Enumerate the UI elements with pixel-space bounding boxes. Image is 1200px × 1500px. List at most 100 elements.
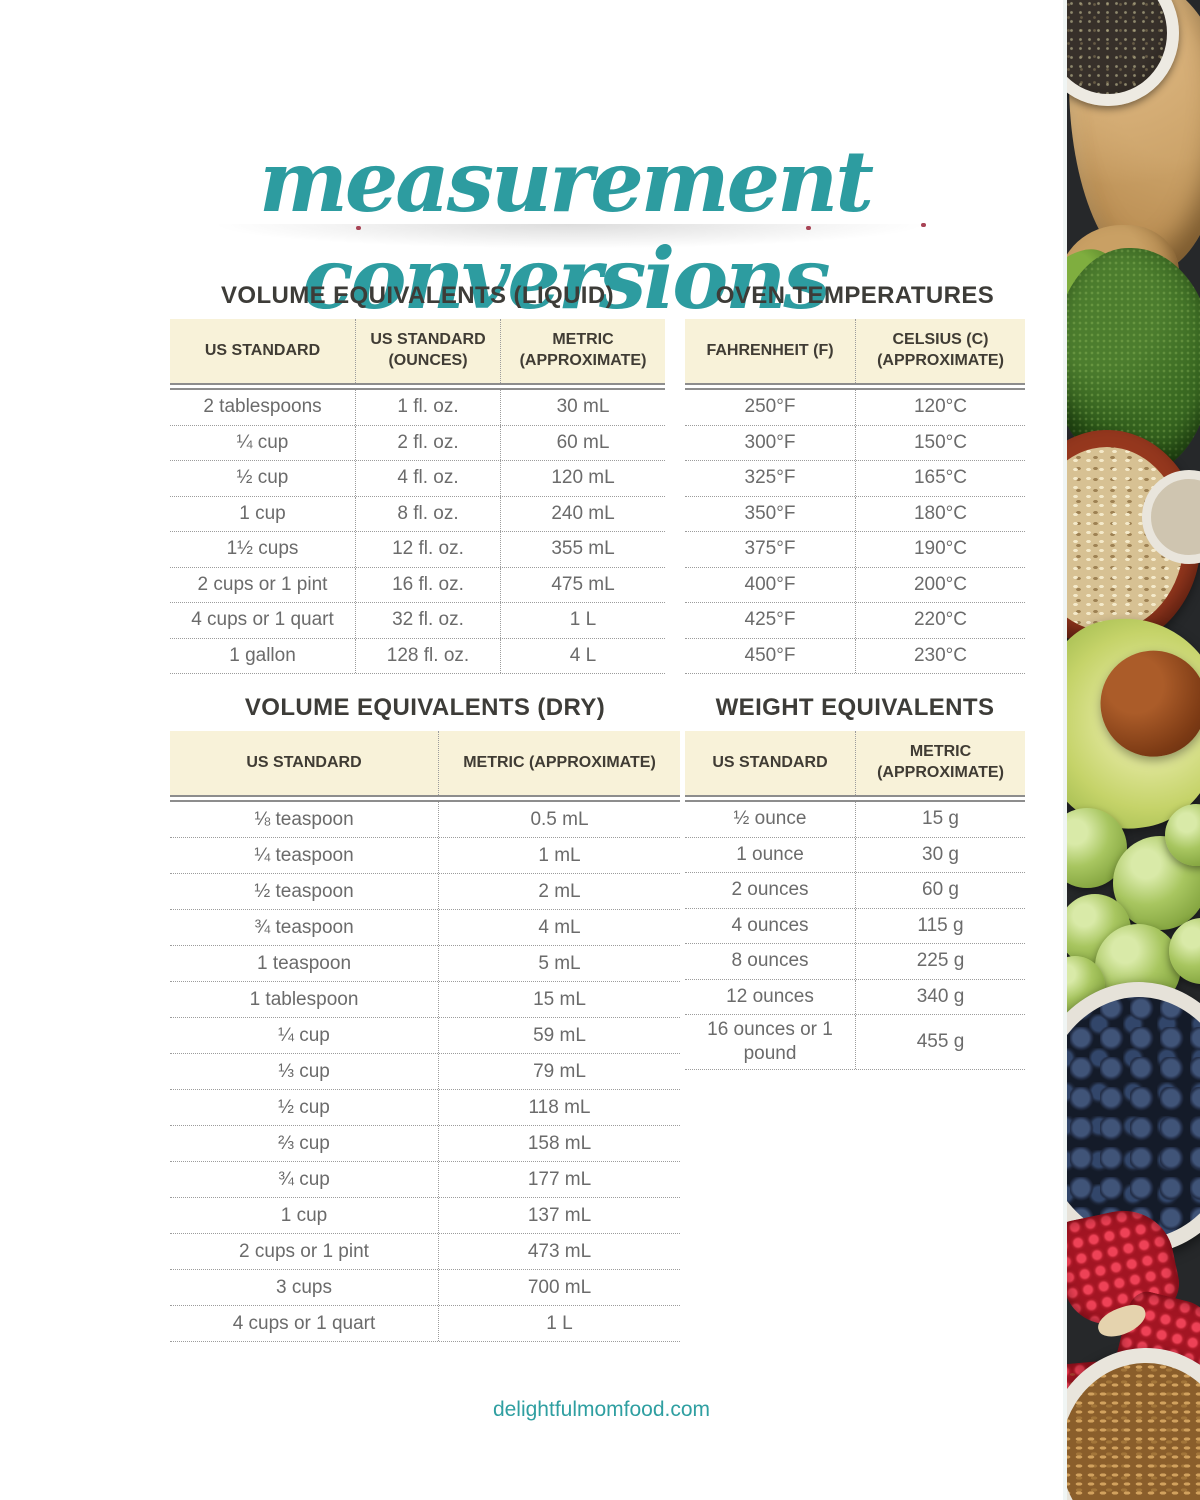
fahrenheit-cell: 300°F [744, 431, 796, 453]
table-row: 2 cups or 1 pint 473 mL [170, 1234, 680, 1270]
fahrenheit-cell: 450°F [744, 644, 796, 666]
column-header: FAHRENHEIT (F) [706, 341, 834, 359]
metric-cell: 177 mL [438, 1162, 680, 1197]
red-speck [356, 226, 361, 230]
table-row: 1½ cups 12 fl. oz. 355 mL [170, 532, 665, 568]
us-standard-cell: ½ cup [236, 467, 289, 489]
table-row: ½ cup 4 fl. oz. 120 mL [170, 461, 665, 497]
us-standard-cell: ⅓ cup [278, 1060, 330, 1082]
table-row: 375°F 190°C [685, 532, 1025, 568]
metric-cell: 355 mL [500, 532, 665, 567]
fahrenheit-cell: 375°F [744, 538, 796, 560]
metric-cell: 475 mL [500, 567, 665, 602]
metric-cell: 1 L [500, 603, 665, 638]
double-rule [170, 795, 680, 802]
celsius-cell: 120°C [855, 390, 1025, 425]
table-row: 300°F 150°C [685, 425, 1025, 461]
table-row: ¼ cup 59 mL [170, 1018, 680, 1054]
column-header: US STANDARD [204, 341, 321, 359]
table-body: ½ ounce 15 g 1 ounce 30 g 2 ounces 60 g … [685, 802, 1025, 1070]
table-row: 1 ounce 30 g [685, 837, 1025, 873]
fahrenheit-cell: 400°F [744, 573, 796, 595]
us-standard-cell: 12 ounces [726, 985, 814, 1007]
metric-cell: 455 g [855, 1015, 1025, 1069]
oven-temperatures-table-title: OVEN TEMPERATURES [715, 282, 995, 309]
metric-cell: 1 L [438, 1306, 680, 1341]
ounces-cell: 4 fl. oz. [355, 461, 500, 496]
metric-cell: 30 g [855, 837, 1025, 872]
metric-cell: 4 L [500, 638, 665, 673]
ounces-cell: 12 fl. oz. [355, 532, 500, 567]
us-standard-cell: 1 cup [280, 1204, 328, 1226]
us-standard-cell: 1 cup [239, 502, 286, 524]
us-standard-cell: 8 ounces [731, 950, 809, 972]
metric-cell: 60 mL [500, 425, 665, 460]
avocado-half-photo [1067, 606, 1200, 840]
table-row: 1 gallon 128 fl. oz. 4 L [170, 638, 665, 674]
table-row: 3 cups 700 mL [170, 1270, 680, 1306]
fahrenheit-cell: 425°F [744, 609, 796, 631]
ounces-cell: 16 fl. oz. [355, 567, 500, 602]
weight-equivalents-table: WEIGHT EQUIVALENTS US STANDARD METRIC (A… [685, 694, 1025, 1070]
grains-bowl-photo [1067, 1348, 1200, 1500]
table-row: 4 ounces 115 g [685, 908, 1025, 944]
ounces-cell: 8 fl. oz. [355, 496, 500, 531]
us-standard-cell: 2 tablespoons [203, 396, 322, 418]
food-photo-strip [1063, 0, 1200, 1500]
us-standard-cell: ¼ cup [236, 431, 289, 453]
website-url: delightfulmomfood.com [492, 1398, 711, 1421]
fahrenheit-cell: 250°F [744, 396, 796, 418]
us-standard-cell: 3 cups [276, 1276, 332, 1298]
column-header: METRIC (APPROXIMATE) [438, 731, 680, 795]
table-row: 16 ounces or 1 pound 455 g [685, 1015, 1025, 1070]
table-row: ⅓ cup 79 mL [170, 1054, 680, 1090]
celsius-cell: 230°C [855, 638, 1025, 673]
metric-cell: 60 g [855, 873, 1025, 908]
table-row: 400°F 200°C [685, 567, 1025, 603]
table-row: 1 tablespoon 15 mL [170, 982, 680, 1018]
table-row: 2 tablespoons 1 fl. oz. 30 mL [170, 390, 665, 426]
us-standard-cell: 4 cups or 1 quart [232, 1312, 376, 1334]
fahrenheit-cell: 325°F [744, 467, 796, 489]
metric-cell: 115 g [855, 908, 1025, 943]
celsius-cell: 150°C [855, 425, 1025, 460]
celsius-cell: 220°C [855, 603, 1025, 638]
table-row: 250°F 120°C [685, 390, 1025, 426]
weight-equivalents-table-title: WEIGHT EQUIVALENTS [715, 694, 995, 721]
liquid-volume-table: VOLUME EQUIVALENTS (LIQUID) US STANDARD … [170, 282, 665, 674]
oven-temperatures-table: OVEN TEMPERATURES FAHRENHEIT (F) CELSIUS… [685, 282, 1025, 674]
table-row: ½ ounce 15 g [685, 802, 1025, 838]
us-standard-cell: ¼ teaspoon [254, 844, 354, 866]
metric-cell: 15 mL [438, 982, 680, 1017]
metric-cell: 340 g [855, 979, 1025, 1014]
table-row: 2 ounces 60 g [685, 873, 1025, 909]
celsius-cell: 165°C [855, 461, 1025, 496]
double-rule [685, 383, 1025, 390]
us-standard-cell: ½ ounce [733, 808, 807, 830]
us-standard-cell: 1½ cups [226, 538, 299, 560]
us-standard-cell: 1 tablespoon [249, 988, 359, 1010]
table-row: 1 cup 8 fl. oz. 240 mL [170, 496, 665, 532]
table-row: ⅛ teaspoon 0.5 mL [170, 802, 680, 838]
table-header-row: US STANDARD METRIC (APPROXIMATE) [170, 731, 680, 795]
table-row: ¼ teaspoon 1 mL [170, 838, 680, 874]
us-standard-cell: 2 ounces [731, 879, 809, 901]
us-standard-cell: 1 ounce [736, 843, 804, 865]
metric-cell: 1 mL [438, 838, 680, 873]
us-standard-cell: ⅔ cup [278, 1132, 330, 1154]
table-header-row: FAHRENHEIT (F) CELSIUS (C) (APPROXIMATE) [685, 319, 1025, 383]
celsius-cell: 200°C [855, 567, 1025, 602]
us-standard-cell: 4 ounces [731, 914, 809, 936]
metric-cell: 225 g [855, 944, 1025, 979]
double-rule [685, 795, 1025, 802]
table-row: 12 ounces 340 g [685, 979, 1025, 1015]
column-header: US STANDARD [246, 753, 362, 771]
us-standard-cell: ½ teaspoon [254, 880, 354, 902]
metric-cell: 79 mL [438, 1054, 680, 1089]
table-row: 425°F 220°C [685, 603, 1025, 639]
metric-cell: 118 mL [438, 1090, 680, 1125]
table-body: ⅛ teaspoon 0.5 mL ¼ teaspoon 1 mL ½ teas… [170, 802, 680, 1342]
avocado-pit-photo [1093, 643, 1200, 764]
column-header: METRIC (APPROXIMATE) [500, 319, 665, 383]
